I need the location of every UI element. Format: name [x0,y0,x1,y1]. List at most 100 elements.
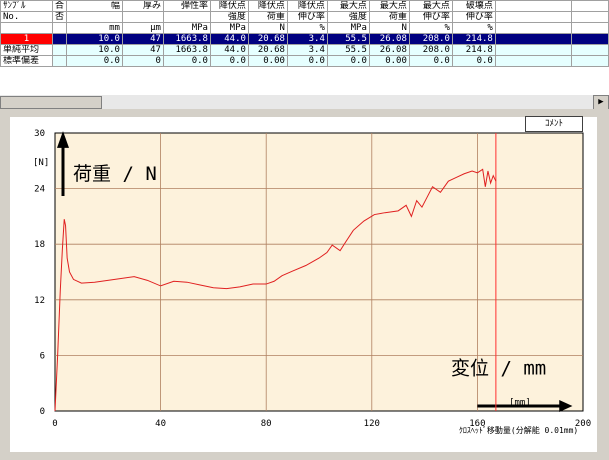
table-header-cell [51,22,68,34]
table-header-cell: 降伏点 [247,0,288,12]
table-header-cell [570,0,609,12]
table-header-cell: ｻﾝﾌﾟﾙ [0,0,53,12]
table-cell [570,33,609,45]
table-header-cell [121,11,164,23]
table-cell: 0.0 [209,55,249,67]
table-header-cell: 否 [51,11,68,23]
table-cell: 0.00 [247,55,288,67]
table-cell: 55.5 [326,33,370,45]
table-header-cell: 幅 [66,0,123,12]
table-row[interactable]: 標準偏差 0.0 0 0.0 0.0 0.00 0.0 0.0 0.00 0.0 0.0 [0,55,609,67]
table-cell: 1663.8 [162,33,211,45]
chart-footnote: ｸﾛｽﾍｯﾄﾞ移動量(分解能 0.01mm) [459,425,578,435]
table-header-cell [494,22,572,34]
y-tick-label: 12 [34,296,45,306]
table-header-cell [66,11,123,23]
x-tick-label: 160 [469,419,485,429]
results-table: ｻﾝﾌﾟﾙ合幅厚み 弾性率 降伏点 降伏点 降伏点 最大点 最大点 最大点 破壊点 No. 否強度荷… [0,0,609,67]
table-cell: 55.5 [326,44,370,56]
table-header-cell [570,11,609,23]
table-header-cell: 荷重 [247,11,288,23]
y-tick-label: 24 [34,185,45,195]
table-header-cell: % [408,22,453,34]
table-cell: 1663.8 [162,44,211,56]
table-cell: 0 [121,55,164,67]
x-axis-title: 変位 / mm [451,358,546,380]
table-header-cell: 破壊点 [451,0,496,12]
table-header-row: No. 否強度 荷重 伸び率 強度 荷重 伸び率 伸び率 [0,11,609,23]
chart-area: 0 40 80 120 160 200 0 6 12 18 24 30 [N] [mm] ｸﾛｽﾍｯﾄﾞ移動… [0,109,609,456]
table-header-cell: 最大点 [326,0,370,12]
row-label: 標準偏差 [0,55,53,67]
load-curve [54,168,497,412]
y-axis-arrow-head-icon [57,131,69,148]
table-header-cell: % [286,22,328,34]
table-cell [570,44,609,56]
table-cell: 0.0 [326,55,370,67]
table-header-cell: 降伏点 [209,0,249,12]
table-row[interactable]: 1 10.0 47 1663.8 44.0 20.68 3.4 55.5 26.08 208.0 2… [0,33,609,45]
x-tick-label: 80 [261,419,272,429]
y-tick-label: 30 [34,129,45,139]
x-unit-label: [mm] [509,398,531,408]
table-cell: 3.4 [286,33,328,45]
y-axis-title: 荷重 / N [73,163,157,185]
row-label: 単純平均 [0,44,53,56]
table-cell [494,55,572,67]
table-header-cell: % [451,22,496,34]
table-header-cell: 最大点 [368,0,410,12]
table-header-cell: μm [121,22,164,34]
table-header-cell: 伸び率 [451,11,496,23]
table-cell: 47 [121,44,164,56]
table-header-cell: 荷重 [368,11,410,23]
table-header-cell: 合 [51,0,68,12]
table-cell: 214.8 [451,33,496,45]
table-header-cell [494,11,572,23]
table-cell: 208.0 [408,44,453,56]
scroll-right-arrow-icon[interactable]: ▶ [593,95,609,110]
table-cell: 0.0 [286,55,328,67]
table-header-cell: 強度 [209,11,249,23]
table-cell: 20.68 [247,44,288,56]
table-cell: 0.0 [162,55,211,67]
y-tick-label: 18 [34,240,45,250]
table-header-cell: 最大点 [408,0,453,12]
y-unit-label: [N] [33,158,49,168]
table-header-cell [494,0,572,12]
table-cell: 47 [121,33,164,45]
table-cell: 0.0 [408,55,453,67]
table-header-cell: 伸び率 [286,11,328,23]
horizontal-scrollbar[interactable]: ▶ [0,94,609,110]
results-table-panel: ｻﾝﾌﾟﾙ合幅厚み 弾性率 降伏点 降伏点 降伏点 最大点 最大点 最大点 破壊点 No. 否強度荷… [0,0,609,95]
y-tick-label: 6 [40,351,45,361]
table-cell: 3.4 [286,44,328,56]
table-cell: 44.0 [209,44,249,56]
table-cell [494,44,572,56]
x-tick-label: 0 [52,419,57,429]
table-header-cell: MPa [209,22,249,34]
scrollbar-thumb[interactable] [0,96,102,109]
row-label: 1 [0,33,53,45]
table-header-cell: N [247,22,288,34]
table-header-cell: MPa [326,22,370,34]
x-axis-arrow-head-icon [559,400,573,412]
table-header-cell: 強度 [326,11,370,23]
x-tick-label: 120 [364,419,380,429]
table-cell: 10.0 [66,44,123,56]
table-cell: 26.08 [368,33,410,45]
table-cell: 26.08 [368,44,410,56]
table-cell: 0.0 [66,55,123,67]
x-tick-label: 40 [155,419,166,429]
table-cell: 0.00 [368,55,410,67]
load-displacement-chart: 0 40 80 120 160 200 0 6 12 18 24 30 [N] [mm] ｸﾛｽﾍｯﾄﾞ移動… [10,117,597,452]
table-header-cell [570,22,609,34]
table-cell [570,55,609,67]
table-header-row: mm μm MPa MPa N% MPa N%% [0,22,609,34]
table-cell: 214.8 [451,44,496,56]
comment-button[interactable]: ｺﾒﾝﾄ [525,116,583,132]
table-header-cell: 厚み [121,0,164,12]
table-cell [51,55,68,67]
table-cell [494,33,572,45]
table-header-cell [162,11,211,23]
table-row[interactable]: 単純平均 10.0 47 1663.8 44.0 20.68 3.4 55.5 26.08 208… [0,44,609,56]
